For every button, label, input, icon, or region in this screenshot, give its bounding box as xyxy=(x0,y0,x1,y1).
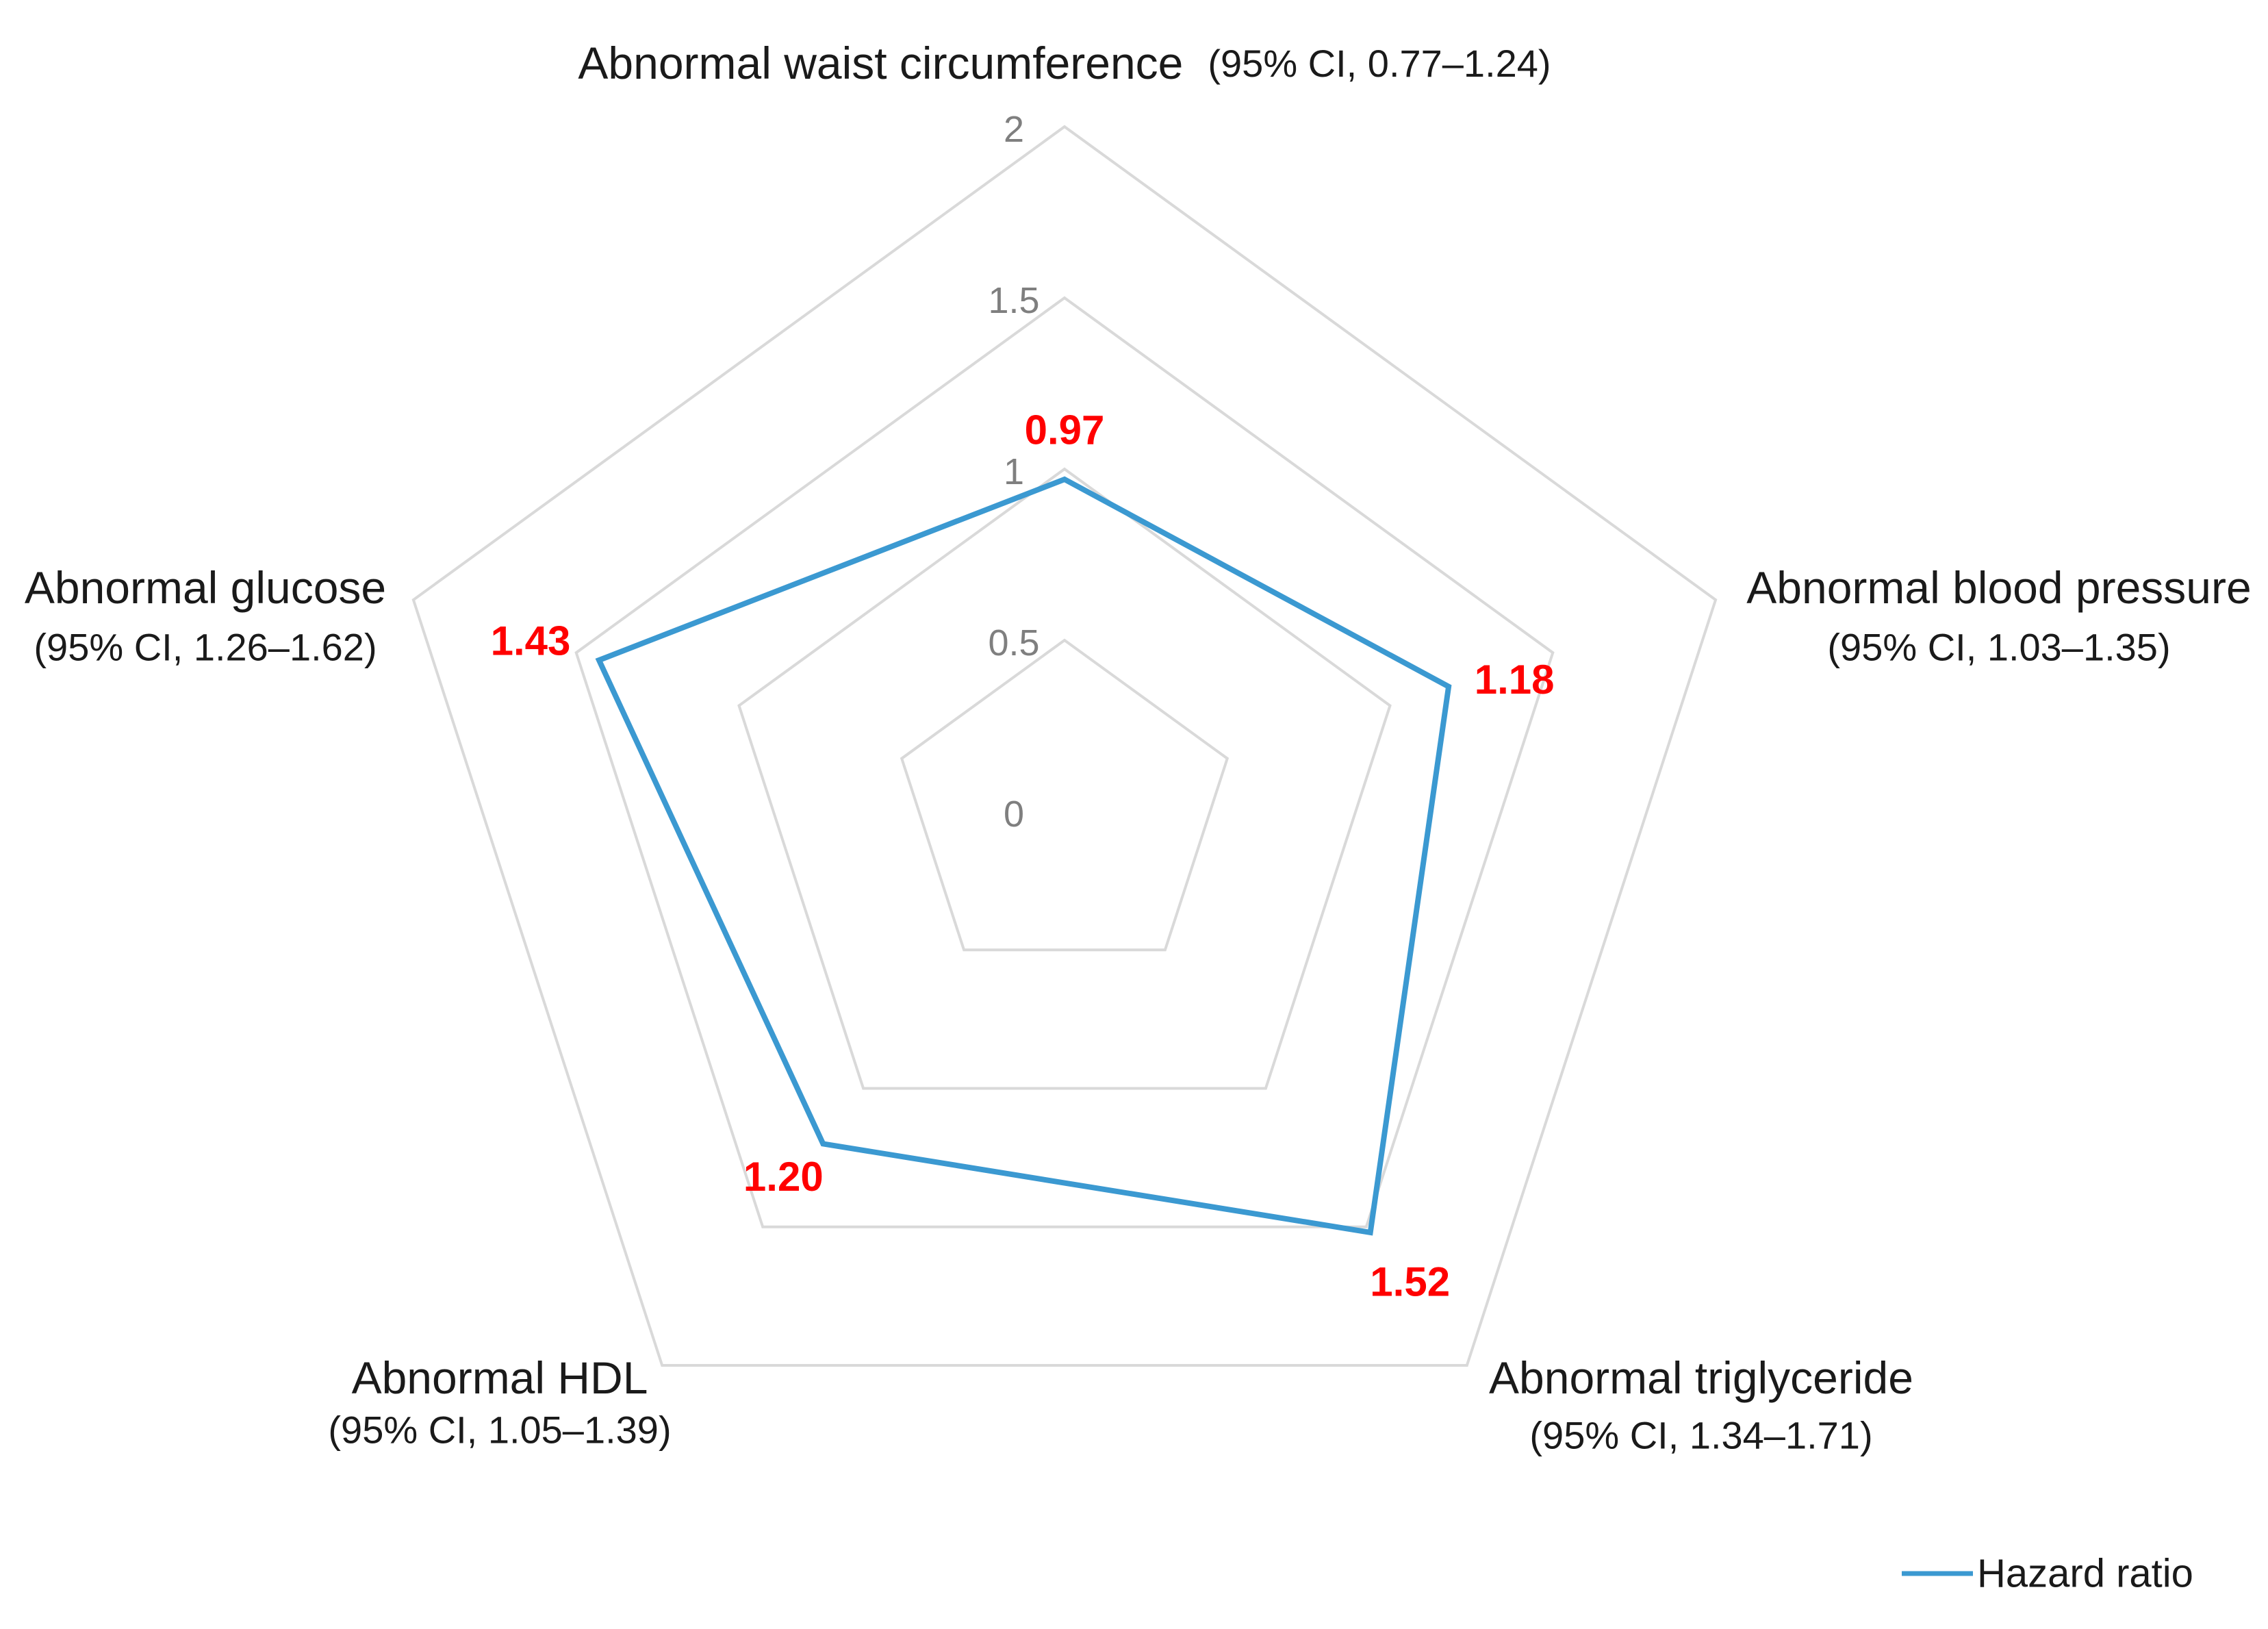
data-label: 0.97 xyxy=(1025,407,1105,453)
radial-tick-label: 0 xyxy=(1004,794,1024,835)
axis-title: Abnormal HDL xyxy=(352,1352,648,1403)
axis-label-glucose: Abnormal glucose (95% CI, 1.26–1.62) xyxy=(25,562,386,669)
radial-tick-label: 1 xyxy=(1004,451,1024,492)
radial-tick-label: 2 xyxy=(1004,109,1024,150)
axis-ci: (95% CI, 1.34–1.71) xyxy=(1529,1414,1872,1457)
data-label: 1.20 xyxy=(743,1154,824,1200)
grid-ring xyxy=(411,125,1718,1367)
axis-ci: (95% CI, 1.05–1.39) xyxy=(328,1409,671,1452)
series-layer xyxy=(595,476,1452,1236)
data-label-layer: 0.97 1.18 1.52 1.20 1.43 xyxy=(491,407,1555,1305)
axis-title: Abnormal glucose xyxy=(25,562,386,613)
axis-label-layer: Abnormal waist circumference (95% CI, 0.7… xyxy=(25,38,2252,1457)
data-label: 1.18 xyxy=(1475,657,1555,703)
data-label: 1.43 xyxy=(491,618,571,664)
legend-label: Hazard ratio xyxy=(1977,1552,2193,1596)
axis-title: Abnormal blood pressure xyxy=(1746,562,2251,613)
radar-grid xyxy=(411,125,1718,1367)
legend: Hazard ratio xyxy=(1902,1552,2193,1596)
axis-ci: (95% CI, 1.26–1.62) xyxy=(34,626,377,669)
axis-label-waist-circumference: Abnormal waist circumference (95% CI, 0.7… xyxy=(578,38,1551,88)
axis-title: Abnormal triglyceride xyxy=(1489,1352,1913,1403)
radial-tick-label: 1.5 xyxy=(988,280,1039,321)
axis-ci: (95% CI, 1.03–1.35) xyxy=(1827,626,2170,669)
radial-tick-label: 0.5 xyxy=(988,622,1039,664)
axis-label-blood-pressure: Abnormal blood pressure (95% CI, 1.03–1.3… xyxy=(1746,562,2251,669)
data-label: 1.52 xyxy=(1370,1259,1450,1304)
axis-label-hdl: Abnormal HDL (95% CI, 1.05–1.39) xyxy=(328,1352,671,1452)
grid-ring xyxy=(900,638,1229,952)
axis-label-triglyceride: Abnormal triglyceride (95% CI, 1.34–1.71) xyxy=(1489,1352,1913,1457)
radial-tick-labels: 0 0.5 1 1.5 2 xyxy=(988,109,1039,835)
grid-ring xyxy=(574,296,1555,1228)
grid-ring xyxy=(737,467,1392,1090)
series-line-hazard-ratio xyxy=(595,476,1452,1236)
